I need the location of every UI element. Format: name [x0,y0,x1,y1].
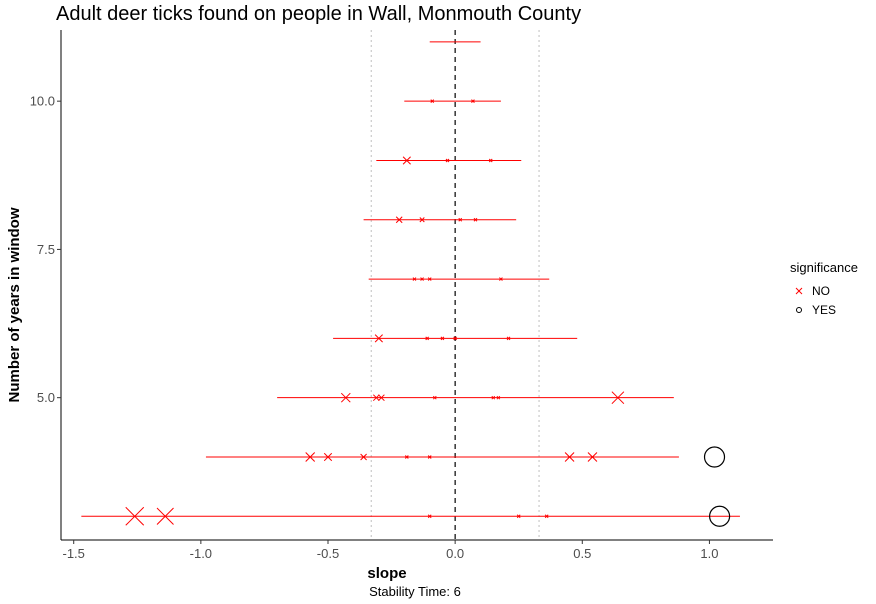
nonsignificant-point-cross [404,455,409,459]
cross-stroke [488,158,493,163]
nonsignificant-point-cross [473,217,478,222]
cross-stroke [378,394,385,402]
nonsignificant-point-cross [427,514,432,519]
cross-stroke [374,334,383,343]
significant-point-circle [703,446,726,468]
nonsignificant-point-cross [340,392,351,403]
circle-marker-icon [790,303,808,317]
cross-stroke [496,395,501,400]
y-tick-label: 7.5 [37,242,55,257]
nonsignificant-point-cross [458,217,463,222]
cross-stroke [420,277,424,281]
nonsignificant-point-cross [544,514,549,519]
x-tick-label: 1.0 [700,546,718,561]
cross-stroke [412,277,417,281]
cross-stroke [305,452,316,462]
cross-stroke [404,455,409,459]
cross-marker-icon [790,284,808,298]
chart-title: Adult deer ticks found on people in Wall… [56,3,582,25]
nonsignificant-point-cross [378,394,385,402]
nonsignificant-point-cross [453,336,457,341]
cross-stroke [516,514,521,519]
nonsignificant-point-cross [427,277,432,281]
nonsignificant-point-cross [323,452,333,462]
x-tick-label: -1.0 [190,546,212,561]
y-tick-label: 5.0 [37,390,55,405]
nonsignificant-point-cross [427,455,432,459]
cross-stroke [402,156,411,165]
cross-stroke [544,514,549,519]
cross-stroke [427,514,432,519]
cross-stroke [506,336,511,341]
cross-stroke [427,277,432,281]
cross-stroke [395,216,403,224]
cross-stroke [430,99,435,104]
x-tick-label: 0.0 [446,546,464,561]
x-tick-label: 0.5 [573,546,591,561]
nonsignificant-point-cross [611,391,625,405]
cross-stroke [453,336,457,341]
nonsignificant-point-cross [440,336,445,341]
cross-stroke [125,506,145,526]
cross-stroke [491,395,496,400]
nonsignificant-point-cross [412,277,417,281]
y-axis-title: Number of years in window [6,207,23,402]
cross-stroke [323,452,333,462]
nonsignificant-point-cross [496,395,501,400]
nonsignificant-point-cross [564,452,575,462]
cross-stroke [340,392,351,403]
legend-title: significance [790,260,858,275]
nonsignificant-point-cross [305,452,316,462]
nonsignificant-point-cross [491,395,496,400]
nonsignificant-point-cross [402,156,411,165]
cross-stroke [473,217,478,222]
nonsignificant-point-cross [374,334,383,343]
y-tick-label: 10.0 [30,94,55,109]
cross-stroke [587,452,598,462]
x-tick-label: -0.5 [317,546,339,561]
nonsignificant-point-cross [488,158,493,163]
nonsignificant-point-cross [516,514,521,519]
cross-stroke [564,452,575,462]
nonsignificant-point-cross [471,99,475,104]
cross-stroke [372,394,380,402]
cross-stroke [427,455,432,459]
cross-stroke [425,336,430,341]
legend-label-yes: YES [812,302,837,317]
nonsignificant-point-cross [395,216,403,224]
nonsignificant-point-cross [125,506,145,526]
nonsignificant-point-cross [499,277,503,281]
cross-stroke [419,217,425,223]
legend-label-no: NO [812,283,830,298]
nonsignificant-point-cross [506,336,511,341]
x-tick-label: -1.5 [63,546,85,561]
cross-stroke [499,277,503,281]
nonsignificant-point-cross [360,453,367,461]
cross-stroke [445,158,450,163]
nonsignificant-point-cross [372,394,380,402]
stability-caption: Stability Time: 6 [369,584,461,599]
cross-stroke [611,391,625,405]
x-axis-title: slope [367,565,406,582]
nonsignificant-point-cross [587,452,598,462]
cross-stroke [471,99,475,104]
cross-stroke [458,217,463,222]
legend-entry-yes: YES [790,300,858,319]
cross-stroke [156,507,174,525]
nonsignificant-point-cross [419,217,425,223]
cross-stroke [440,336,445,341]
nonsignificant-point-cross [432,395,437,400]
cross-stroke [360,453,367,461]
cross-stroke [432,395,437,400]
significant-point-circle [708,505,731,527]
nonsignificant-point-cross [156,507,174,525]
legend-entry-no: NO [790,281,858,300]
significance-legend: significance NO YES [790,260,858,319]
nonsignificant-point-cross [420,277,424,281]
nonsignificant-point-cross [430,99,435,104]
nonsignificant-point-cross [425,336,430,341]
nonsignificant-point-cross [445,158,450,163]
